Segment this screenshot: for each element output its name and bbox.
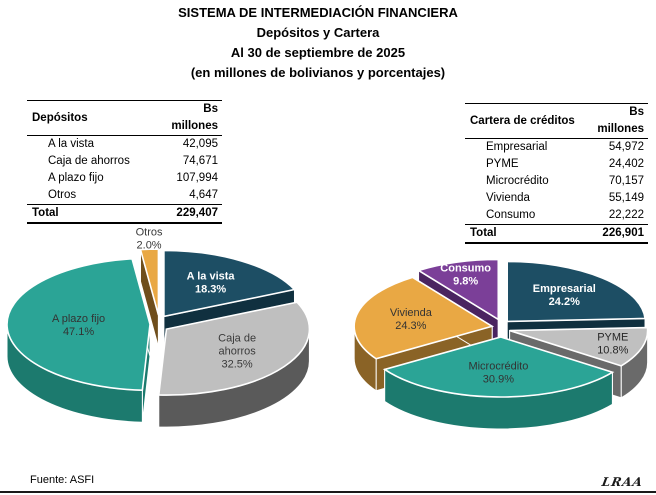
table-row: Empresarial 54,972 bbox=[465, 139, 648, 157]
bottom-rule bbox=[0, 491, 656, 493]
deposits-header-label: Depósitos bbox=[27, 100, 155, 136]
table-row: Caja de ahorros 74,671 bbox=[27, 153, 222, 170]
row-label: A la vista bbox=[48, 138, 95, 150]
row-value: 42,095 bbox=[182, 138, 218, 150]
row-label: Consumo bbox=[486, 209, 536, 221]
pie-slice-otros bbox=[139, 248, 160, 316]
pie-label-otros-1: 2.0% bbox=[137, 240, 162, 252]
pie-label-vivienda-1: 24.3% bbox=[395, 320, 426, 332]
pie-label-otros-0: Otros bbox=[136, 227, 163, 239]
pie-slice-vivienda bbox=[353, 276, 495, 360]
deposits-total-value: 229,407 bbox=[155, 204, 222, 224]
credits-total-value: 226,901 bbox=[583, 224, 648, 244]
row-label: Microcrédito bbox=[486, 175, 549, 187]
row-label: Vivienda bbox=[486, 192, 530, 204]
table-row: A la vista 42,095 bbox=[27, 136, 222, 154]
row-label: PYME bbox=[486, 158, 519, 170]
table-row: Otros 4,647 bbox=[27, 187, 222, 205]
page-title: SISTEMA DE INTERMEDIACIÓN FINANCIERA Dep… bbox=[0, 3, 636, 83]
credits-table: Cartera de créditos Bs millones Empresar… bbox=[465, 103, 648, 244]
pie-slice-a-la-vista bbox=[163, 249, 297, 318]
row-value: 74,671 bbox=[182, 155, 218, 167]
pie-label-empresarial-0: Empresarial bbox=[533, 283, 596, 295]
table-row: Microcrédito 70,157 bbox=[465, 173, 648, 190]
pie-label-caja-de-ahorros-1: ahorros bbox=[218, 346, 256, 358]
credits-table-body: Empresarial 54,972 PYME 24,402 Microcréd… bbox=[465, 139, 648, 225]
pie-label-a-la-vista-0: A la vista bbox=[187, 271, 236, 283]
deposits-header-unit: Bs millones bbox=[155, 100, 222, 136]
row-value: 54,972 bbox=[608, 141, 644, 153]
pie-label-a-plazo-fijo-0: A plazo fijo bbox=[52, 313, 105, 325]
credits-total-row: Total 226,901 bbox=[465, 224, 648, 244]
pie-label-caja-de-ahorros-2: 32.5% bbox=[222, 359, 253, 371]
row-value: 24,402 bbox=[608, 158, 644, 170]
row-label: Caja de ahorros bbox=[48, 155, 130, 167]
title-line-4: (en millones de bolivianos y porcentajes… bbox=[190, 65, 446, 80]
credits-header-label: Cartera de créditos bbox=[465, 103, 583, 139]
row-value: 22,222 bbox=[608, 209, 644, 221]
row-value: 70,157 bbox=[608, 175, 644, 187]
pie-slice-consumo bbox=[416, 258, 500, 321]
row-label: Otros bbox=[48, 189, 77, 201]
title-line-2: Depósitos y Cartera bbox=[256, 25, 380, 40]
pie-label-consumo-1: 9.8% bbox=[453, 275, 478, 287]
pie-label-empresarial-1: 24.2% bbox=[549, 296, 580, 308]
pie-slice-caja-de-ahorros bbox=[157, 301, 311, 396]
pie-slice-a-plazo-fijo bbox=[6, 258, 151, 392]
source-note: Fuente: ASFI bbox=[30, 474, 95, 486]
row-value: 4,647 bbox=[189, 189, 218, 201]
pie-label-microcredito-1: 30.9% bbox=[483, 373, 514, 385]
title-line-3: Al 30 de septiembre de 2025 bbox=[230, 45, 406, 60]
pie-label-a-la-vista-1: 18.3% bbox=[195, 284, 226, 296]
title-line-1: SISTEMA DE INTERMEDIACIÓN FINANCIERA bbox=[178, 5, 458, 20]
deposits-table-body: A la vista 42,095 Caja de ahorros 74,671… bbox=[27, 136, 222, 205]
pie-slice-empresarial bbox=[506, 260, 646, 323]
signature: LRAA bbox=[600, 475, 645, 489]
pie-label-pyme-0: PYME bbox=[597, 331, 628, 343]
credits-header-unit: Bs millones bbox=[583, 103, 648, 139]
pie-label-consumo-0: Consumo bbox=[440, 262, 491, 274]
row-value: 107,994 bbox=[176, 172, 218, 184]
deposits-total-row: Total 229,407 bbox=[27, 204, 222, 224]
credits-table-header-row: Cartera de créditos Bs millones bbox=[465, 103, 648, 139]
deposits-table: Depósitos Bs millones A la vista 42,095 … bbox=[27, 100, 222, 224]
pie-label-a-plazo-fijo-1: 47.1% bbox=[63, 326, 94, 338]
pie-label-caja-de-ahorros-0: Caja de bbox=[218, 333, 256, 345]
pie-label-microcredito-0: Microcrédito bbox=[468, 360, 528, 372]
row-label: A plazo fijo bbox=[48, 172, 104, 184]
table-row: PYME 24,402 bbox=[465, 156, 648, 173]
table-row: A plazo fijo 107,994 bbox=[27, 170, 222, 187]
pie-slice-pyme bbox=[509, 326, 649, 367]
deposits-table-header-row: Depósitos Bs millones bbox=[27, 100, 222, 136]
pie-label-pyme-1: 10.8% bbox=[597, 344, 628, 356]
pie-slice-microcredito bbox=[382, 336, 615, 398]
pie-label-vivienda-0: Vivienda bbox=[390, 307, 433, 319]
deposits-total-label: Total bbox=[27, 204, 155, 224]
row-label: Empresarial bbox=[486, 141, 548, 153]
table-row: Consumo 22,222 bbox=[465, 207, 648, 225]
table-row: Vivienda 55,149 bbox=[465, 190, 648, 207]
credits-total-label: Total bbox=[465, 224, 583, 244]
row-value: 55,149 bbox=[608, 192, 644, 204]
